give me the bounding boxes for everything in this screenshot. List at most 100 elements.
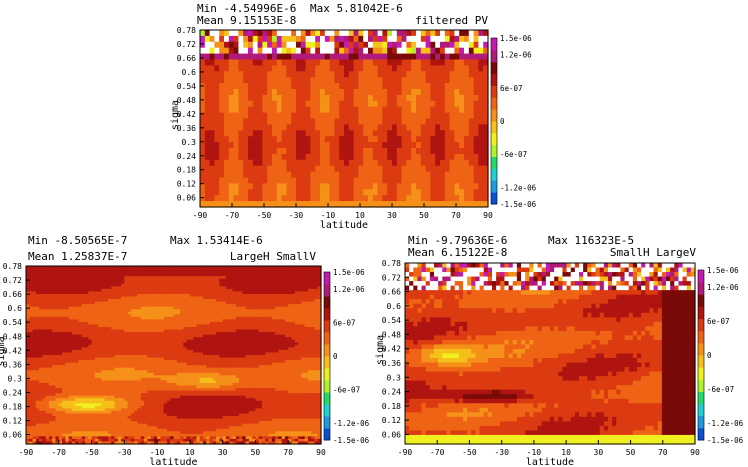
heatmap-cell — [257, 65, 263, 72]
heatmap-cell — [170, 304, 175, 308]
heatmap-cell — [200, 165, 206, 173]
heatmap-cell — [228, 59, 235, 66]
heatmap-cell — [344, 153, 350, 161]
heatmap-cell — [478, 41, 484, 49]
heatmap-cell — [228, 183, 235, 190]
heatmap-cell — [134, 309, 139, 313]
heatmap-cell — [459, 189, 465, 196]
heatmap-cell — [200, 177, 206, 184]
heatmap-cell — [62, 301, 66, 305]
heatmap-cell — [222, 311, 227, 315]
heatmap-cell — [440, 201, 446, 208]
heatmap-cell — [401, 71, 407, 78]
heatmap-cell — [252, 177, 259, 184]
heatmap-cell — [288, 329, 293, 333]
heatmap-cell — [304, 311, 309, 315]
heatmap-cell — [468, 59, 475, 66]
heatmap-cell — [242, 327, 247, 331]
heatmap-cell — [284, 321, 289, 326]
heatmap-cell — [242, 349, 247, 354]
heatmap-cell — [127, 339, 132, 343]
heatmap-cell — [454, 30, 460, 37]
heatmap-cell — [88, 339, 93, 343]
heatmap-cell — [258, 276, 263, 280]
heatmap-cell — [26, 304, 30, 308]
heatmap-cell — [147, 293, 152, 298]
heatmap-cell — [212, 278, 217, 282]
heatmap-cell — [262, 71, 268, 78]
heatmap-cell — [307, 291, 312, 295]
heatmap-cell — [209, 41, 215, 49]
heatmap-cell — [478, 77, 484, 84]
heatmap-cell — [68, 296, 73, 300]
heatmap-cell — [186, 293, 191, 298]
heatmap-cell — [372, 124, 379, 131]
heatmap-cell — [140, 309, 145, 313]
heatmap-cell — [248, 291, 253, 295]
heatmap-cell — [39, 296, 43, 300]
plot-title: LargeH SmallV — [230, 250, 316, 263]
heatmap-cell — [314, 324, 319, 328]
heatmap-cell — [252, 291, 257, 295]
heatmap-cell — [130, 337, 135, 341]
heatmap-cell — [271, 286, 276, 290]
heatmap-cell — [255, 301, 260, 305]
heatmap-cell — [358, 148, 364, 155]
heatmap-cell — [206, 306, 211, 310]
heatmap-cell — [176, 281, 181, 285]
heatmap-cell — [344, 112, 350, 120]
heatmap-cell — [284, 347, 289, 351]
heatmap-cell — [284, 314, 289, 318]
heatmap-cell — [209, 148, 215, 155]
heatmap-cell — [435, 130, 441, 137]
heatmap-cell — [222, 268, 227, 272]
heatmap-cell — [430, 106, 436, 114]
heatmap-cell — [235, 329, 240, 333]
heatmap-cell — [58, 321, 63, 326]
heatmap-cell — [186, 288, 191, 293]
colorbar-tick-label: 1.5e-06 — [500, 34, 532, 43]
heatmap-cell — [239, 321, 243, 326]
heatmap-cell — [284, 276, 289, 280]
heatmap-cell — [368, 130, 374, 137]
heatmap-cell — [320, 165, 326, 173]
heatmap-cell — [284, 268, 289, 272]
heatmap-cell — [278, 271, 283, 275]
heatmap-cell — [478, 59, 484, 66]
heatmap-cell — [307, 296, 312, 300]
heatmap-cell — [348, 83, 355, 90]
heatmap-cell — [166, 342, 171, 346]
heatmap-cell — [252, 83, 259, 90]
heatmap-cell — [45, 271, 50, 275]
heatmap-cell — [358, 112, 364, 120]
heatmap-cell — [160, 337, 165, 341]
heatmap-cell — [315, 148, 321, 155]
heatmap-cell — [301, 309, 306, 313]
heatmap-cell — [310, 94, 316, 102]
heatmap-cell — [464, 177, 470, 184]
heatmap-cell — [45, 352, 50, 356]
heatmap-cell — [281, 183, 287, 190]
heatmap-cell — [193, 337, 198, 341]
heatmap-cell — [363, 112, 369, 120]
heatmap-cell — [348, 183, 355, 190]
heatmap-cell — [29, 342, 34, 346]
heatmap-cell — [114, 296, 119, 300]
heatmap-cell — [180, 337, 184, 341]
heatmap-cell — [468, 189, 475, 196]
heatmap-cell — [163, 299, 168, 303]
heatmap-cell — [222, 324, 227, 328]
heatmap-cell — [377, 65, 383, 72]
heatmap-cell — [35, 327, 40, 331]
heatmap-cell — [170, 329, 175, 333]
x-tick-label: 50 — [419, 211, 429, 220]
heatmap-cell — [372, 53, 379, 61]
heatmap-cell — [127, 276, 132, 280]
heatmap-cell — [117, 271, 122, 275]
heatmap-cell — [272, 41, 278, 49]
heatmap-cell — [214, 148, 220, 155]
heatmap-cell — [238, 94, 244, 102]
heatmap-cell — [58, 293, 63, 298]
heatmap-cell — [157, 291, 161, 295]
heatmap-cell — [209, 201, 215, 208]
